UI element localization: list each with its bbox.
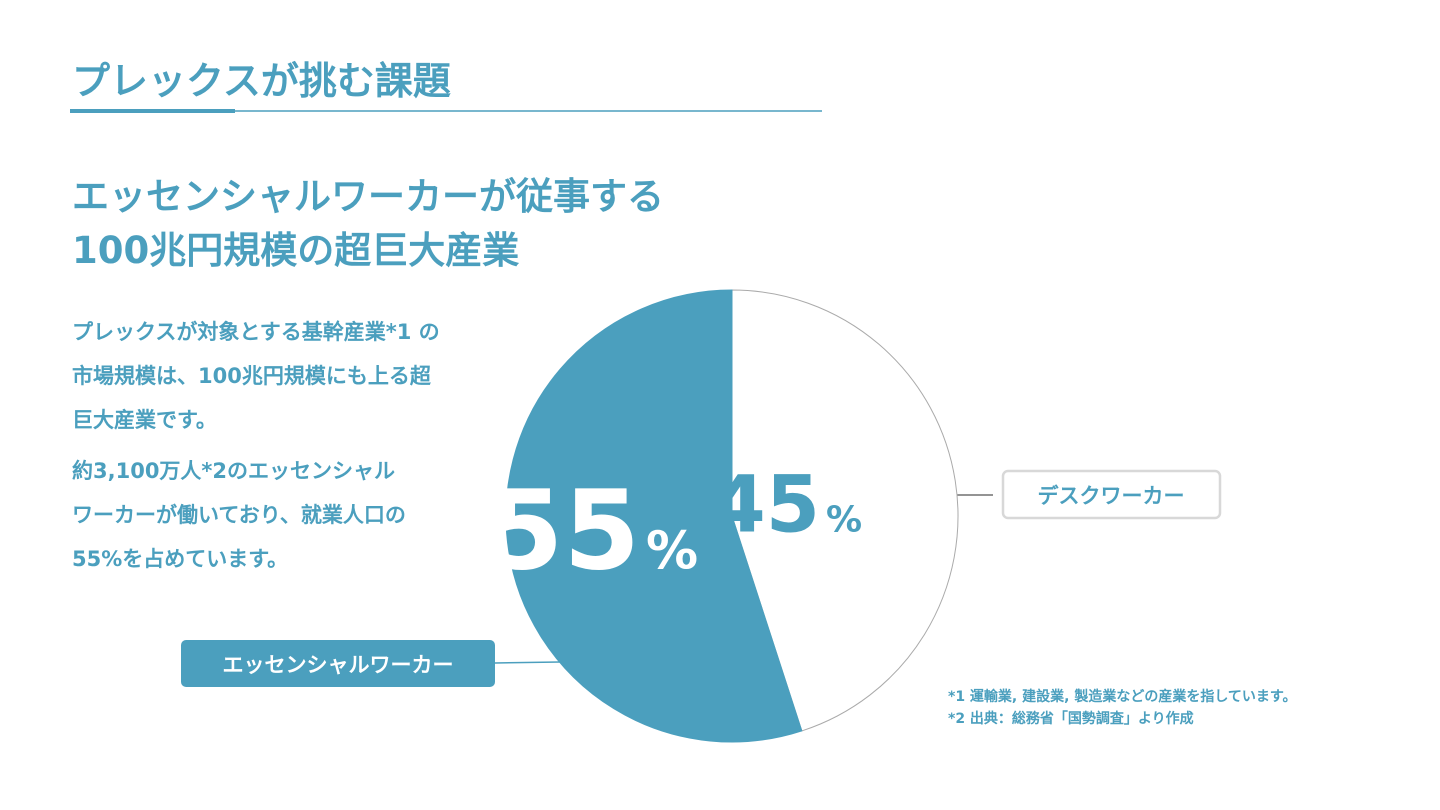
value-label: 55 (487, 467, 640, 595)
paragraph-line: 55%を占めています。 (72, 547, 289, 571)
paragraph-line: 約3,100万人*2のエッセンシャル (72, 459, 396, 483)
legend-box (1001, 469, 1222, 520)
legend-label: エッセンシャルワーカー (223, 653, 454, 677)
footnotes: *1 運輸業, 建設業, 製造業などの産業を指しています。 *2 出典：総務省「… (948, 686, 1297, 730)
legend-label: デスクワーカー (1038, 484, 1185, 508)
paragraph-line: 市場規模は、100兆円規模にも上る超 (72, 364, 431, 388)
paragraph-line: プレックスが対象とする基幹産業*1 の (72, 320, 440, 344)
leader-line (494, 661, 561, 664)
paragraph-line: ワーカーが働いており、就業人口の (72, 503, 406, 527)
pie-slice (731, 289, 959, 732)
heading: エッセンシャルワーカーが従事する 100兆円規模の超巨大産業 (72, 170, 664, 278)
heading-line: エッセンシャルワーカーが従事する (72, 175, 664, 218)
legend-box (181, 640, 495, 687)
pie-slice (505, 289, 803, 743)
heading-line: 100兆円規模の超巨大産業 (72, 229, 520, 272)
slide-title: プレックスが挑む課題 (72, 59, 451, 103)
value-suffix: % (646, 522, 698, 582)
value-suffix: % (826, 499, 862, 540)
footnote: *2 出典：総務省「国勢調査」より作成 (948, 711, 1194, 727)
paragraph: プレックスが対象とする基幹産業*1 の 市場規模は、100兆円規模にも上る超 巨… (72, 310, 440, 442)
footnote: *1 運輸業, 建設業, 製造業などの産業を指しています。 (948, 689, 1297, 705)
paragraph: 約3,100万人*2のエッセンシャル ワーカーが働いており、就業人口の 55%を… (72, 449, 406, 581)
paragraph-line: 巨大産業です。 (72, 408, 217, 432)
